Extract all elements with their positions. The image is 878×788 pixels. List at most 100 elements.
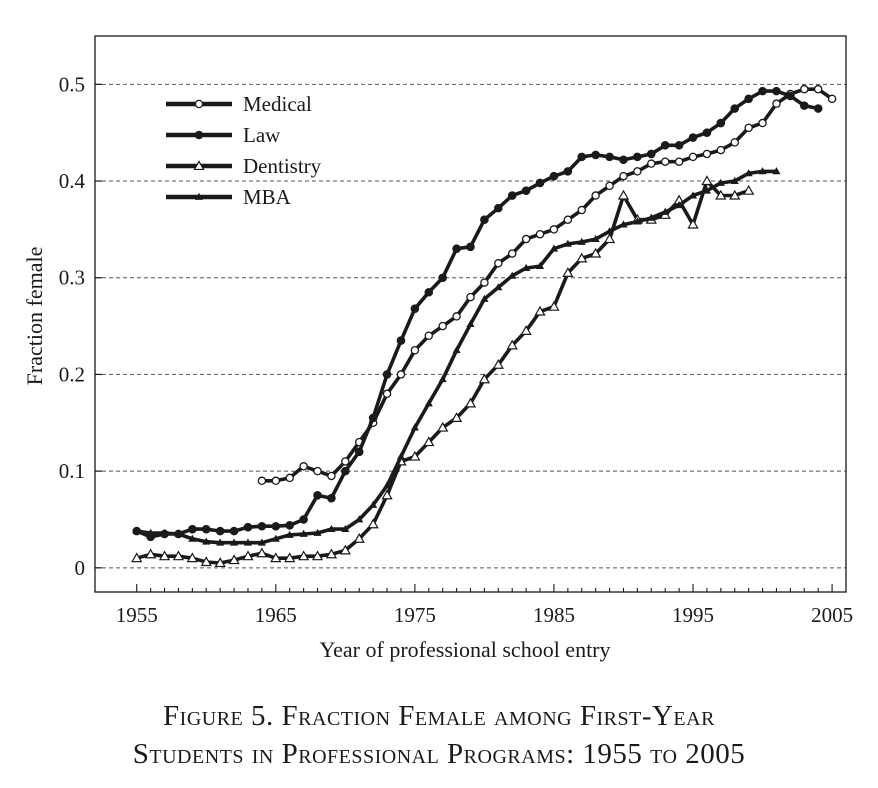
x-tick-label-0: 1955 [116,603,158,627]
data-point-dentistry-1973 [381,489,393,500]
legend-label-mba: MBA [243,185,292,209]
data-point-law-2004 [813,104,823,113]
data-point-medical-2003 [800,84,809,94]
x-axis-label: Year of professional school entry [319,637,610,662]
data-point-dentistry-1996 [701,175,713,186]
x-tick-label-4: 1995 [672,603,714,627]
data-point-dentistry-1987 [576,252,588,263]
data-point-law-1974 [396,336,406,345]
data-point-mba-1986 [563,239,572,247]
data-point-law-1988 [591,150,600,160]
data-point-mba-1996 [702,186,711,194]
plot-frame [94,35,847,593]
data-point-law-1995 [688,133,698,142]
data-point-medical-1975 [410,346,420,355]
data-point-mba-1990 [619,220,628,228]
data-point-medical-1978 [452,312,461,321]
data-point-mba-1974 [396,452,406,460]
legend: Medical Law Dentistry MBA [166,92,322,209]
data-point-law-2001 [772,86,781,96]
data-point-dentistry-1970 [339,544,351,555]
data-point-mba-1959 [188,534,197,542]
data-point-dentistry-1961 [214,557,226,568]
data-point-mba-1987 [577,237,586,245]
data-point-dentistry-1966 [284,552,296,563]
legend-entry-dentistry: Dentistry [166,154,322,178]
data-point-medical-1991 [633,167,642,176]
x-tick-label-2: 1975 [394,603,436,627]
data-point-medical-2000 [758,118,767,128]
y-tick-label-2: 0.2 [59,362,85,386]
data-point-dentistry-1982 [506,339,518,350]
data-point-law-2003 [799,101,809,110]
data-point-law-1980 [480,215,489,225]
data-point-law-1999 [744,94,753,104]
data-point-mba-1985 [549,244,559,252]
data-point-dentistry-1964 [256,547,268,558]
data-point-medical-1997 [716,145,726,155]
data-point-medical-1982 [507,249,517,258]
data-point-mba-1957 [160,528,169,536]
data-point-mba-2000 [758,167,767,175]
data-point-dentistry-1990 [617,189,630,200]
data-point-medical-1968 [313,466,322,476]
data-point-law-1982 [507,191,517,200]
data-point-medical-1970 [341,457,350,466]
data-point-dentistry-1967 [297,550,310,561]
data-point-dentistry-1979 [464,397,477,408]
data-point-medical-1988 [591,191,600,200]
data-point-mba-1999 [744,169,753,177]
data-point-law-1984 [535,178,545,188]
data-point-dentistry-1998 [729,189,741,200]
data-point-medical-2005 [827,94,837,104]
data-point-medical-1974 [396,370,406,379]
data-point-mba-1980 [480,294,489,302]
data-point-mba-1997 [716,178,725,186]
data-point-law-1987 [577,152,587,162]
data-point-law-1967 [299,515,308,524]
data-point-law-1979 [466,242,475,252]
data-point-mba-1994 [675,201,684,209]
data-point-medical-1973 [382,389,392,399]
data-point-mba-1973 [382,481,392,489]
data-point-law-1996 [702,128,712,137]
data-point-dentistry-1971 [353,533,365,543]
legend-label-law: Law [243,123,281,147]
data-point-medical-1967 [299,462,308,471]
data-point-dentistry-1958 [172,550,185,561]
data-point-law-1961 [215,526,225,536]
data-point-law-1991 [633,152,642,162]
data-point-mba-1988 [591,234,600,242]
data-point-mba-1972 [369,500,378,508]
data-point-dentistry-1978 [450,412,463,422]
legend-entry-mba: MBA [166,185,292,209]
data-point-mba-1963 [243,538,253,546]
data-point-medical-1987 [577,205,587,215]
data-point-mba-1966 [285,530,294,538]
data-point-dentistry-1986 [562,267,574,277]
data-point-law-1962 [229,526,239,536]
data-point-medical-1977 [438,321,447,331]
data-point-dentistry-1968 [311,550,324,561]
data-point-medical-1999 [744,123,753,133]
data-point-medical-1993 [660,157,670,166]
data-point-dentistry-1965 [270,552,282,563]
data-point-dentistry-1977 [437,421,449,432]
data-point-law-1972 [368,413,378,423]
data-point-mba-1971 [355,515,364,523]
data-point-mba-2001 [772,167,781,175]
data-point-dentistry-1969 [325,548,338,559]
figure-caption-line-2: Students in Professional Programs: 1955 … [132,738,746,770]
legend-marker-medical [194,99,204,109]
data-point-law-1968 [313,491,322,500]
data-point-dentistry-1976 [423,436,435,447]
data-point-mba-1960 [202,537,211,545]
data-point-medical-1998 [730,138,739,147]
data-point-dentistry-1972 [367,518,379,529]
data-point-medical-1986 [563,215,573,224]
data-point-dentistry-1981 [492,358,504,369]
data-point-dentistry-1963 [242,550,254,561]
data-point-mba-1983 [522,263,531,271]
data-point-law-1960 [201,524,211,534]
